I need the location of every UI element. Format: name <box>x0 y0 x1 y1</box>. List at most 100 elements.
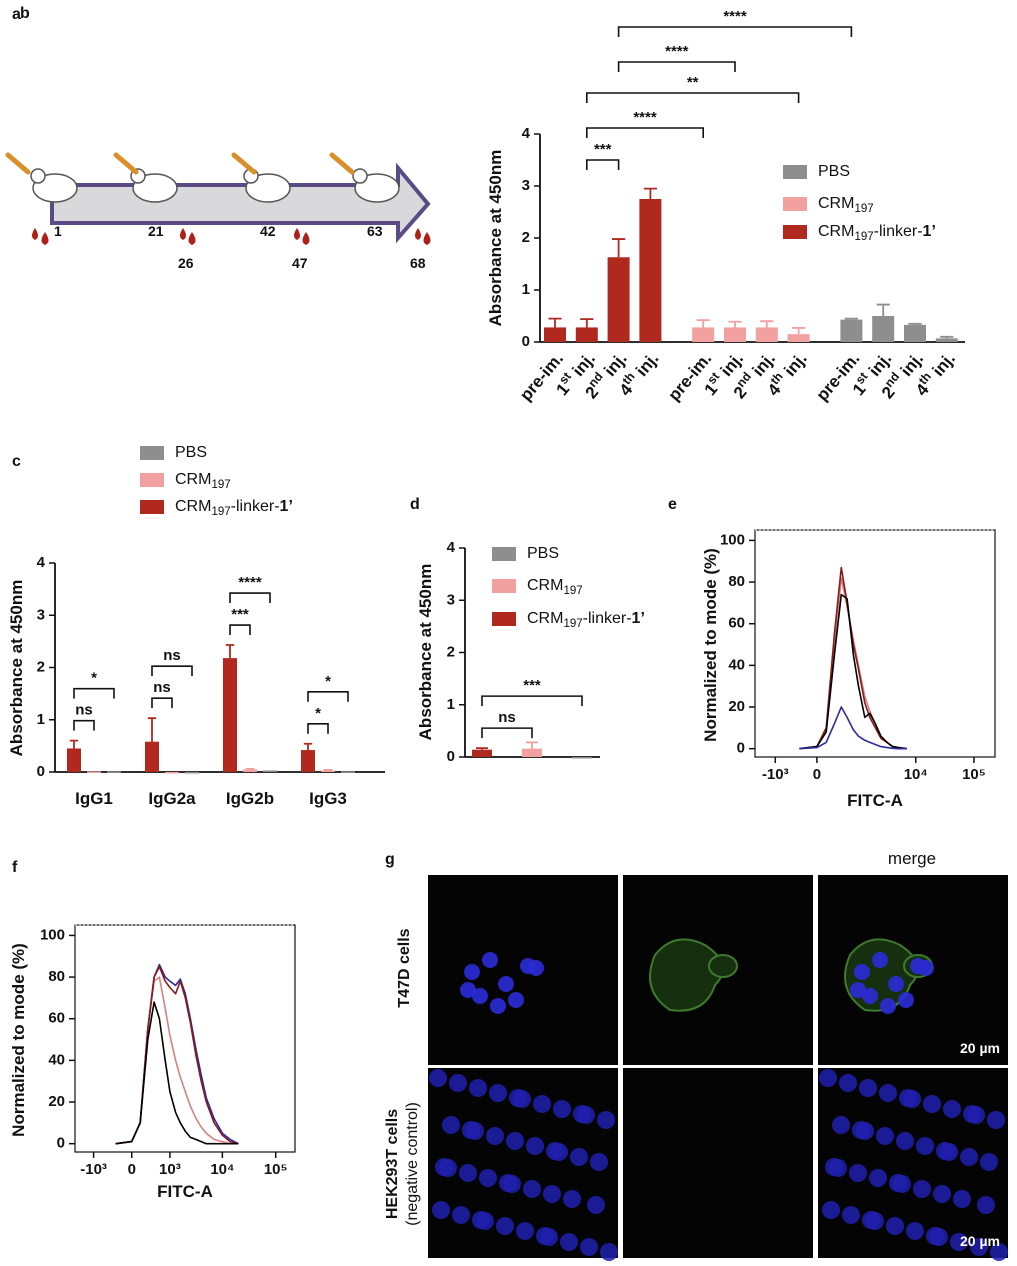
x-tick-label: IgG1 <box>75 789 113 808</box>
significance-label: ns <box>153 679 171 696</box>
bar <box>522 748 542 757</box>
nucleus <box>933 1185 951 1203</box>
y-tick-label: 60 <box>48 1010 65 1027</box>
panel-label: b <box>20 5 30 22</box>
error-bar <box>908 322 922 325</box>
nucleus <box>889 1174 907 1192</box>
nucleus <box>898 992 914 1008</box>
blood-drop <box>32 228 431 245</box>
error-bar <box>760 320 774 328</box>
nucleus <box>832 1116 850 1134</box>
nucleus <box>533 1095 551 1113</box>
bar <box>185 772 199 774</box>
histogram-line <box>115 976 239 1145</box>
y-tick-label: 20 <box>728 698 745 715</box>
nucleus <box>516 1222 534 1240</box>
nucleus <box>849 1164 867 1182</box>
injection-day: 63 <box>367 223 383 239</box>
y-tick-label: 100 <box>40 926 65 943</box>
x-axis-label: FITC-A <box>157 1182 213 1201</box>
y-tick-label: 4 <box>37 554 46 571</box>
bar <box>341 771 355 773</box>
significance-bracket <box>151 665 193 677</box>
y-axis-label: Absorbance at 450nm <box>416 564 435 741</box>
bar <box>472 749 492 757</box>
legend-swatch <box>783 165 807 179</box>
panel-label: f <box>12 859 18 876</box>
y-tick-label: 3 <box>37 606 45 623</box>
y-tick-label: 0 <box>447 748 455 765</box>
y-tick-label: 0 <box>57 1135 65 1152</box>
syringe <box>5 152 355 175</box>
row-label: T47D cells <box>396 928 413 1007</box>
nucleus <box>839 1074 857 1092</box>
nucleus <box>896 1132 914 1150</box>
significance-bracket <box>73 687 115 699</box>
nucleus <box>472 1211 490 1229</box>
x-tick-label: 10⁵ <box>264 1161 288 1178</box>
bar <box>787 334 810 342</box>
nucleus <box>990 1243 1008 1261</box>
y-tick-label: 1 <box>37 711 45 728</box>
nucleus <box>854 964 870 980</box>
y-tick-label: 3 <box>522 177 530 194</box>
nucleus <box>953 1190 971 1208</box>
nucleus <box>482 952 498 968</box>
bar <box>872 316 895 342</box>
y-tick-label: 4 <box>447 539 456 556</box>
nucleus <box>486 1127 504 1145</box>
significance-label: *** <box>523 677 541 694</box>
y-tick-label: 20 <box>48 1093 65 1110</box>
nucleus <box>913 1180 931 1198</box>
nucleus <box>435 1158 453 1176</box>
legend-label: PBS <box>818 163 850 180</box>
bleed-day: 47 <box>292 255 308 271</box>
nucleus <box>460 982 476 998</box>
error-bar <box>728 320 742 328</box>
bar <box>165 772 179 774</box>
panel-label: g <box>385 851 395 868</box>
error-bar <box>612 238 626 258</box>
scale-bar-label: 20 µm <box>960 1233 1000 1249</box>
bar <box>904 324 926 342</box>
nucleus <box>442 1116 460 1134</box>
nucleus <box>600 1243 618 1261</box>
nucleus <box>543 1185 561 1203</box>
nucleus <box>526 1137 544 1155</box>
error-bar <box>876 303 890 316</box>
legend-label: CRM197-linker-1’ <box>175 498 293 518</box>
panel-label: c <box>12 453 21 470</box>
nucleus <box>876 1127 894 1145</box>
scale-bar-label: 20 µm <box>960 1040 1000 1056</box>
nucleus <box>923 1095 941 1113</box>
nucleus <box>432 1201 450 1219</box>
error-bar <box>580 318 594 328</box>
nucleus <box>570 1148 588 1166</box>
nucleus <box>872 952 888 968</box>
y-tick-label: 0 <box>737 740 745 757</box>
legend-label: CRM197 <box>818 195 874 215</box>
y-axis-label: Absorbance at 450nm <box>7 580 26 757</box>
nucleus <box>862 1211 880 1229</box>
y-axis-label: Absorbance at 450nm <box>486 150 505 327</box>
significance-label: **** <box>633 109 657 126</box>
nucleus <box>970 1238 988 1256</box>
nucleus <box>886 1217 904 1235</box>
x-tick-label: 10⁵ <box>962 766 986 783</box>
bar <box>263 770 277 772</box>
y-tick-label: 60 <box>728 615 745 632</box>
x-tick-label: 10³ <box>159 1161 181 1178</box>
y-tick-label: 4 <box>522 125 531 142</box>
nucleus <box>499 1174 517 1192</box>
significance-bracket <box>73 719 95 731</box>
nucleus <box>852 1121 870 1139</box>
legend-label: CRM197-linker-1’ <box>527 610 645 630</box>
error-bar <box>526 741 538 749</box>
significance-bracket <box>586 92 800 103</box>
x-tick-label: IgG2a <box>148 789 196 808</box>
y-tick-label: 40 <box>728 656 745 673</box>
histogram-line <box>115 1001 239 1145</box>
legend-swatch <box>492 579 516 593</box>
nucleus <box>464 964 480 980</box>
